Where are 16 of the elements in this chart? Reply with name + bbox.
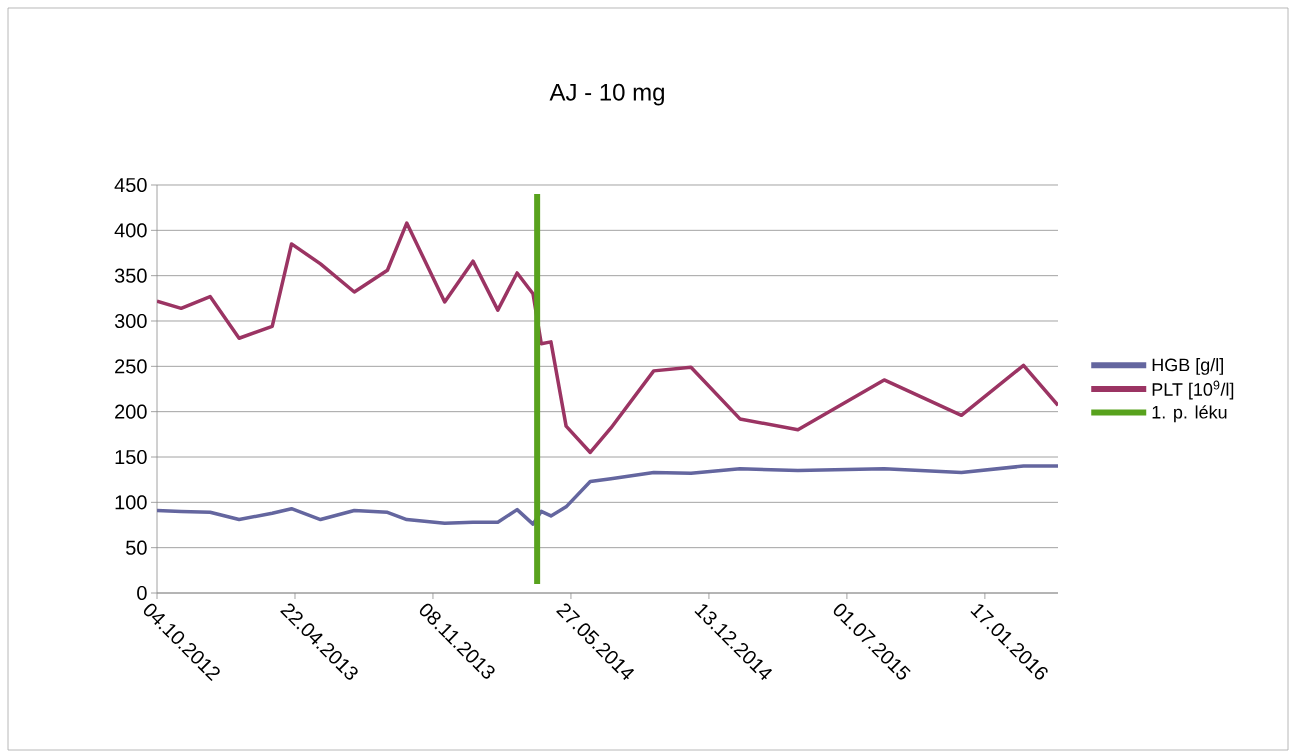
y-tick-label: 200 (115, 404, 147, 419)
y-tick-label: 300 (114, 313, 147, 329)
y-tick-label: 150 (115, 449, 147, 465)
line-series (157, 221, 1059, 455)
legend-label: HGB [g/l] (1152, 358, 1223, 375)
y-tick-label: 250 (115, 359, 147, 374)
chart-title: AJ - 10 mg (549, 83, 664, 106)
legend-label: PLT [10$^{9}$/l] (1152, 380, 1234, 400)
y-tick-label: 50 (126, 540, 147, 555)
y-tick-label: 450 (114, 177, 147, 193)
y-tick-label: 100 (115, 495, 147, 510)
line-series (157, 464, 1059, 526)
y-tick-label: 400 (114, 223, 147, 238)
y-tick-label: 350 (114, 268, 147, 283)
legend-label: 1. p. léku (1152, 405, 1227, 423)
y-tick-label: 0 (137, 585, 147, 601)
